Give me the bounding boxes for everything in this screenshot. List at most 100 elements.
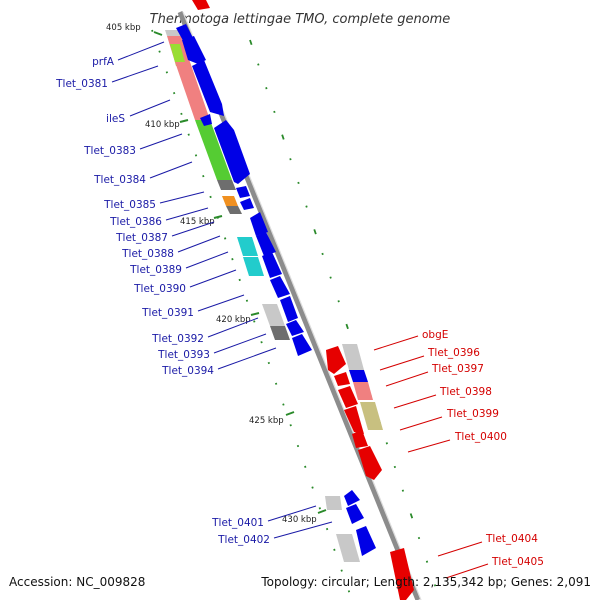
orf-salmon [175,62,210,120]
tick-dash [417,536,421,540]
tick-dash [257,63,260,66]
scale-tick-mark [317,509,327,514]
cds-arrow [356,526,376,556]
gene-label-tlet-0404[interactable]: Tlet_0404 [485,533,538,545]
orf-lightgray [165,30,182,36]
tick-dash [274,382,278,385]
gene-label-tlet-0397[interactable]: Tlet_0397 [431,363,484,375]
tick-dash [265,87,268,90]
gene-label-tlet-0405[interactable]: Tlet_0405 [491,556,544,568]
tick-dash [433,584,437,587]
gene-label-tlet-0392[interactable]: Tlet_0392 [151,333,204,345]
tick-dash [253,320,256,323]
gene-label-tlet-0390[interactable]: Tlet_0390 [133,283,186,295]
tick-dash [297,181,300,185]
tick-dash [187,133,190,136]
cds-arrow [326,346,346,374]
leader-line [165,207,209,221]
tick-dash [223,237,227,240]
cds-arrow [182,36,206,64]
tick-dash [313,229,317,235]
gene-labels-right: obgE Tlet_0396 Tlet_0397 Tlet_0398 Tlet_… [373,329,544,579]
scale-tick-label: 420 kbp [216,315,251,325]
leader-line [213,333,267,354]
scale-tick-mark [285,411,295,416]
gene-label-tlet-0394[interactable]: Tlet_0394 [161,365,214,377]
tick-dash [281,134,285,140]
cds-arrow [236,186,250,198]
cds-arrow [346,504,364,524]
scale-tick-mark [153,31,163,36]
gene-label-tlet-0400[interactable]: Tlet_0400 [454,431,507,443]
orf-salmon [353,382,373,400]
leader-line [129,99,171,117]
orf-green [195,120,232,180]
leader-line [373,335,419,351]
tick-dash [409,513,414,519]
cds-forward-track [176,24,376,556]
tick-dash [151,29,154,32]
tick-dash [304,465,307,468]
cds-arrow [262,252,282,278]
cds-arrow [286,320,304,336]
tick-dash [165,71,169,74]
gene-label-tlet-0389[interactable]: Tlet_0389 [129,264,182,276]
gene-label-obgE[interactable]: obgE [422,329,448,341]
gene-label-tlet-0399[interactable]: Tlet_0399 [446,408,499,420]
gene-label-tlet-0398[interactable]: Tlet_0398 [439,386,492,398]
tick-dash [311,486,314,489]
gene-label-ileS[interactable]: ileS [106,113,125,125]
leader-line [117,41,165,61]
tick-dash [282,403,285,406]
gene-label-tlet-0387[interactable]: Tlet_0387 [115,232,168,244]
orf-cyan [237,237,258,256]
cds-arrow [280,296,298,322]
gene-label-tlet-0384[interactable]: Tlet_0384 [93,174,146,186]
cds-arrow [214,120,250,184]
cds-arrow [240,198,254,210]
orf-darkgray [270,326,290,340]
gene-label-tlet-0381[interactable]: Tlet_0381 [55,78,108,90]
leader-line [207,317,259,338]
cds-arrow [334,372,350,386]
cds-arrow [270,276,290,298]
orf-lightgray [342,344,364,370]
gene-label-tlet-0402[interactable]: Tlet_0402 [217,534,270,546]
map-title: Thermotoga lettingae TMO, complete genom… [150,12,451,27]
scale-tick-label: 425 kbp [249,416,284,426]
cds-arrow [250,212,268,236]
tick-dash [202,175,205,178]
leader-line [149,161,193,179]
leader-line [139,133,183,150]
tick-dash [180,112,183,116]
gene-label-tlet-0383[interactable]: Tlet_0383 [83,145,136,157]
tick-dash [289,158,292,161]
tick-dash [260,341,263,344]
leader-line [159,191,205,204]
gene-label-tlet-0388[interactable]: Tlet_0388 [121,248,174,260]
tick-dash [340,569,343,572]
tick-dash [173,91,176,95]
gene-label-tlet-0385[interactable]: Tlet_0385 [103,199,156,211]
orf-darkgray [226,206,242,214]
tick-dash [249,39,253,46]
orf-lime [170,44,186,66]
tick-dash [209,195,212,199]
gene-label-tlet-0393[interactable]: Tlet_0393 [157,349,210,361]
leader-line [399,416,443,431]
scale-tick-mark [179,119,189,123]
tick-dash [245,299,249,302]
gene-label-tlet-0396[interactable]: Tlet_0396 [427,347,480,359]
leader-line [445,563,489,579]
tick-dash [267,361,270,365]
gene-label-tlet-0386[interactable]: Tlet_0386 [109,216,162,228]
leader-line [185,251,229,269]
gene-label-tlet-0401[interactable]: Tlet_0401 [211,517,264,529]
leader-line [267,505,317,522]
gene-label-prfA[interactable]: prfA [92,56,115,68]
accession-text: Accession: NC_009828 [9,575,145,589]
leader-line [189,269,237,288]
leader-line [437,541,483,557]
orf-blue [349,370,368,382]
gene-label-tlet-0391[interactable]: Tlet_0391 [141,307,194,319]
